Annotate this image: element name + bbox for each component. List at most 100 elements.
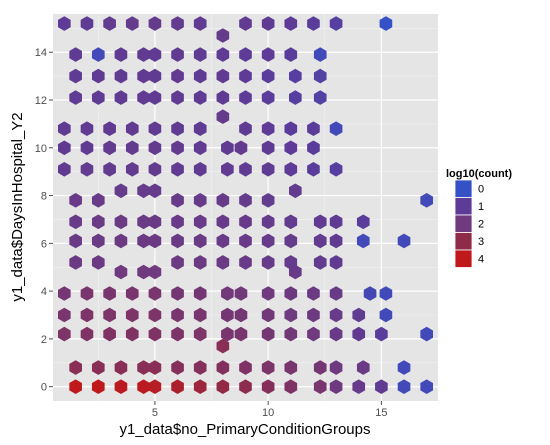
hexbin-cell: [148, 16, 162, 31]
hexbin-cell: [91, 47, 105, 62]
legend-key-swatch: [454, 179, 473, 198]
hexbin-cell: [125, 307, 139, 323]
hexbin-cell: [193, 90, 207, 105]
hexbin-cell: [356, 233, 370, 249]
hexbin-cell: [193, 286, 207, 301]
hexbin-cell: [91, 193, 105, 208]
hexbin-cell: [148, 68, 162, 84]
legend-key-swatch: [454, 197, 473, 216]
hexbin-cell: [69, 193, 82, 208]
hexbin-cell: [261, 233, 275, 249]
hexbin-cell: [379, 286, 393, 301]
hexbin-cell: [261, 140, 275, 156]
hexbin-cell: [289, 90, 302, 105]
hexbin-cell: [284, 16, 298, 31]
hexbin-cell: [216, 338, 230, 354]
hexbin-cell: [307, 16, 320, 31]
hexbin-cell: [261, 307, 275, 323]
legend-key-swatch: [454, 249, 473, 268]
hexbin-cell: [58, 121, 71, 136]
legend-title: log10(count): [446, 168, 512, 180]
hexbin-cell: [329, 161, 343, 177]
x-tick-label: 10: [262, 407, 274, 419]
x-axis-title: y1_data$no_PrimaryConditionGroups: [120, 421, 371, 438]
hexbin-cell: [329, 214, 343, 230]
hexbin-cell: [193, 255, 207, 270]
hexbin-cell: [261, 47, 275, 62]
hexbin-cell: [193, 47, 207, 62]
hexbin-cell: [193, 360, 207, 375]
hexbin-cell: [239, 379, 252, 394]
hexbin-cell: [352, 326, 366, 342]
hexbin-cell: [284, 233, 298, 249]
hexbin-cell: [193, 140, 207, 156]
hexbin-cell: [239, 214, 252, 230]
hexbin-cell: [329, 121, 343, 136]
hexbin-cell: [148, 47, 162, 62]
hexbin-cell: [114, 233, 128, 249]
legend: log10(count) 0 1 2 3 4: [446, 168, 512, 268]
hexbin-cell: [103, 286, 116, 301]
hexbin-cell: [239, 47, 252, 62]
hexbin-cell: [352, 307, 366, 323]
hexbin-cell: [261, 360, 275, 375]
hexbin-cell: [261, 121, 275, 136]
hexbin-cell: [261, 255, 275, 270]
hexbin-cell: [91, 233, 105, 249]
hexbin-cell: [284, 47, 298, 62]
hexbin-cell: [171, 326, 184, 342]
hexbin-cell: [193, 326, 207, 342]
hexbin-cell: [329, 360, 343, 375]
hexbin-cell: [307, 161, 320, 177]
hexbin-cell: [221, 140, 234, 156]
hexbin-cell: [91, 360, 105, 375]
hexbin-cell: [69, 68, 82, 84]
hexbin-cell: [148, 264, 162, 280]
hexbin-cell: [91, 255, 105, 270]
hexbin-cell: [103, 326, 116, 342]
hexbin-cell: [284, 161, 298, 177]
hexbin-cell: [261, 379, 275, 394]
hexbin-cell: [284, 360, 298, 375]
legend-key-label: 3: [478, 236, 484, 248]
hexbin-cell: [148, 326, 162, 342]
y-tick-label: 14: [35, 47, 47, 59]
hexbin-cell: [171, 255, 184, 270]
hexbin-cell: [239, 16, 252, 31]
hexbin-cell: [171, 16, 184, 31]
hexbin-cell: [307, 121, 320, 136]
hexbin-cell: [193, 214, 207, 230]
hexbin-cell: [137, 90, 150, 105]
hexbin-cell: [103, 161, 116, 177]
hexbin-cell: [80, 326, 94, 342]
hexbin-cell: [171, 121, 184, 136]
hexbin-cell: [284, 121, 298, 136]
hexbin-cell: [148, 379, 162, 394]
hexbin-cell: [379, 307, 393, 323]
hexbin-cell: [58, 161, 71, 177]
hexbin-cell: [171, 379, 184, 394]
hexbin-cell: [329, 307, 343, 323]
hexbin-cell: [137, 360, 150, 375]
hexbin-cell: [103, 307, 116, 323]
hexbin-cell: [313, 255, 327, 270]
hexbin-cell: [69, 233, 82, 249]
hexbin-cell: [58, 16, 71, 31]
hexbin-cell: [397, 360, 411, 375]
hexbin-cell: [329, 255, 343, 270]
hexbin-cell: [313, 360, 327, 375]
hexbin-cell: [69, 255, 82, 270]
hexbin-cell: [261, 214, 275, 230]
hexbin-cell: [171, 90, 184, 105]
hexbin-cell: [103, 16, 116, 31]
hexbin-cell: [356, 360, 370, 375]
y-tick-label: 8: [41, 191, 47, 203]
legend-key-label: 1: [478, 201, 484, 213]
hexbin-cell: [216, 360, 230, 375]
hexbin-cell: [307, 326, 320, 342]
hexbin-cell: [80, 307, 94, 323]
hexbin-cell: [216, 233, 230, 249]
hexbin-cell: [284, 326, 298, 342]
hexbin-cell: [148, 90, 162, 105]
hexbin-cell: [193, 16, 207, 31]
